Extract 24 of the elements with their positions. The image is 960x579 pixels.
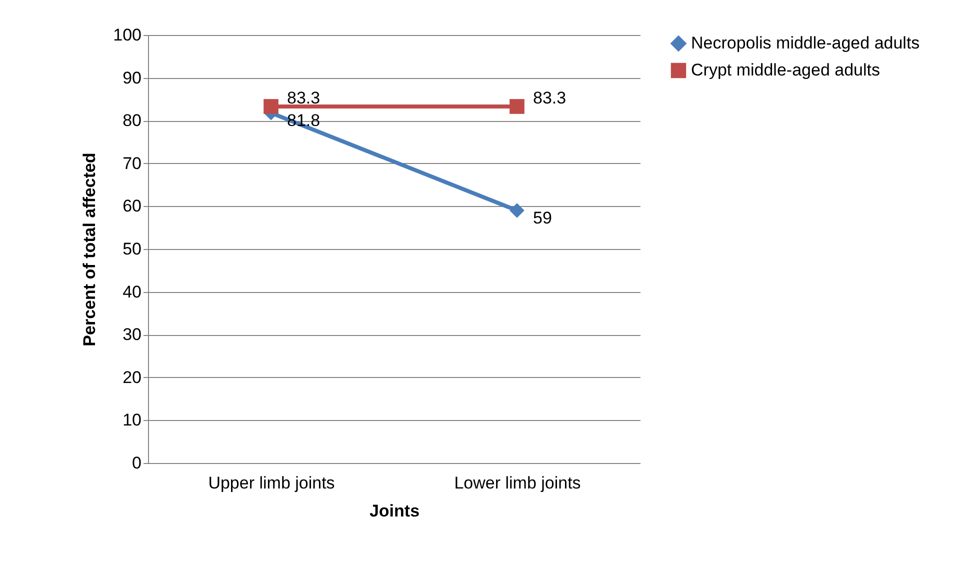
data-label: 81.8: [287, 110, 320, 130]
y-tick-label: 30: [122, 325, 142, 344]
y-axis-title: Percent of total affected: [80, 152, 100, 346]
y-tick-label: 0: [132, 454, 142, 472]
y-tick-label: 60: [122, 196, 142, 216]
point: [510, 203, 524, 218]
x-axis-title: Joints: [369, 502, 420, 520]
y-tick-label: 100: [113, 26, 142, 44]
y-tick-label: 50: [122, 240, 142, 258]
y-tick-label: 10: [122, 410, 142, 430]
y-tick-label: 40: [122, 282, 142, 302]
data-label: 83.3: [533, 88, 566, 108]
point: [510, 99, 524, 114]
point: [264, 99, 278, 114]
y-tick-label: 70: [122, 154, 142, 173]
x-tick-label: Lower limb joints: [454, 474, 581, 492]
legend-label: Crypt middle-aged adults: [691, 60, 880, 80]
data-label: 59: [533, 208, 552, 228]
y-tick-label: 80: [122, 111, 142, 130]
data-label: 83.3: [287, 88, 320, 108]
x-tick-label: Upper limb joints: [208, 474, 335, 492]
y-tick-label: 90: [122, 68, 142, 88]
y-tick-label: 20: [122, 368, 142, 387]
legend-label: Necropolis middle-aged adults: [691, 34, 920, 52]
